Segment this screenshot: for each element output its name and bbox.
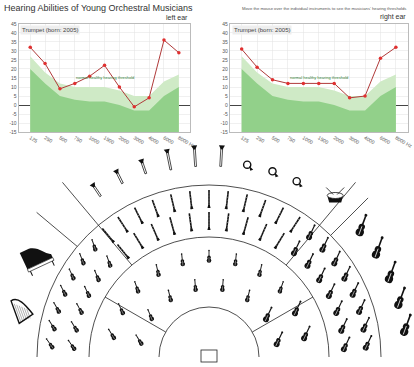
svg-text:3000: 3000 bbox=[133, 134, 146, 145]
svg-text:3000: 3000 bbox=[348, 134, 361, 145]
svg-text:750: 750 bbox=[286, 134, 296, 143]
svg-text:-5: -5 bbox=[12, 111, 17, 117]
svg-text:left ear: left ear bbox=[166, 14, 188, 21]
svg-text:right ear: right ear bbox=[380, 13, 406, 21]
svg-text:-10: -10 bbox=[221, 120, 228, 126]
svg-text:-15: -15 bbox=[221, 129, 228, 135]
svg-text:35: 35 bbox=[11, 39, 17, 45]
svg-text:35: 35 bbox=[222, 39, 228, 45]
svg-text:Move the mouse over the indivi: Move the mouse over the individual instr… bbox=[242, 6, 406, 11]
svg-text:30: 30 bbox=[11, 48, 17, 54]
svg-text:20: 20 bbox=[222, 66, 228, 72]
svg-text:15: 15 bbox=[222, 75, 228, 81]
svg-text:2000: 2000 bbox=[332, 134, 345, 145]
svg-text:45: 45 bbox=[11, 21, 17, 27]
svg-text:45: 45 bbox=[222, 21, 228, 27]
svg-text:1500: 1500 bbox=[103, 134, 116, 145]
svg-text:250: 250 bbox=[43, 134, 53, 143]
svg-text:6000: 6000 bbox=[379, 134, 392, 145]
svg-text:-10: -10 bbox=[9, 120, 16, 126]
svg-text:Trumpet (born: 2005): Trumpet (born: 2005) bbox=[22, 27, 78, 33]
svg-text:1500: 1500 bbox=[317, 134, 330, 145]
svg-text:5: 5 bbox=[14, 93, 17, 99]
svg-text:250: 250 bbox=[255, 134, 265, 143]
svg-text:0: 0 bbox=[14, 102, 17, 108]
svg-text:30: 30 bbox=[222, 48, 228, 54]
svg-text:normal healthy hearing thresho: normal healthy hearing threshold bbox=[76, 75, 134, 80]
svg-text:1000: 1000 bbox=[302, 134, 315, 145]
svg-text:-5: -5 bbox=[223, 111, 228, 117]
svg-text:2000: 2000 bbox=[118, 134, 131, 145]
svg-text:Trumpet (born: 2005): Trumpet (born: 2005) bbox=[234, 27, 290, 33]
svg-text:125: 125 bbox=[240, 134, 250, 143]
svg-text:0: 0 bbox=[225, 102, 228, 108]
svg-text:Hearing Abilities of Young Orc: Hearing Abilities of Young Orchestral Mu… bbox=[4, 3, 193, 13]
svg-text:8000 Hz: 8000 Hz bbox=[394, 134, 414, 149]
svg-text:-15: -15 bbox=[9, 129, 16, 135]
svg-text:25: 25 bbox=[222, 57, 228, 63]
svg-text:4000: 4000 bbox=[363, 134, 376, 145]
svg-text:20: 20 bbox=[11, 66, 17, 72]
svg-text:25: 25 bbox=[11, 57, 17, 63]
svg-text:10: 10 bbox=[11, 84, 17, 90]
svg-text:5: 5 bbox=[225, 93, 228, 99]
svg-text:10: 10 bbox=[222, 84, 228, 90]
svg-text:4000: 4000 bbox=[147, 134, 160, 145]
svg-text:750: 750 bbox=[73, 134, 83, 143]
svg-text:500: 500 bbox=[58, 134, 68, 143]
svg-text:500: 500 bbox=[271, 134, 281, 143]
svg-text:1000: 1000 bbox=[88, 134, 101, 145]
svg-text:15: 15 bbox=[11, 75, 17, 81]
svg-text:125: 125 bbox=[28, 134, 38, 143]
svg-text:40: 40 bbox=[11, 30, 17, 36]
svg-text:8000 Hz: 8000 Hz bbox=[177, 134, 197, 149]
svg-text:6000: 6000 bbox=[162, 134, 175, 145]
svg-text:40: 40 bbox=[222, 30, 228, 36]
svg-text:normal healthy hearing thresho: normal healthy hearing threshold bbox=[290, 75, 348, 80]
